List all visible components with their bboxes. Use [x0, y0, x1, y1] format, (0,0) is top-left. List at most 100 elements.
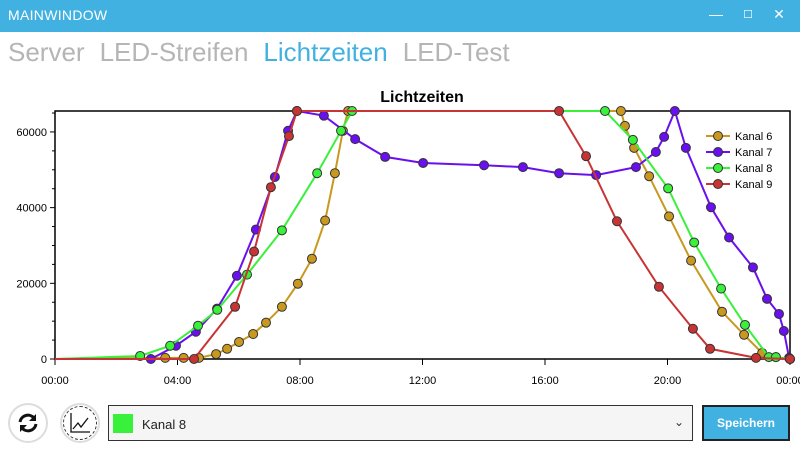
minimize-button[interactable]: — [709, 6, 723, 22]
data-point [160, 352, 171, 363]
legend-label: Kanal 6 [735, 131, 772, 143]
x-tick-label: 08:00 [286, 375, 314, 387]
data-point [265, 182, 276, 193]
plot-frame [54, 110, 791, 360]
series-kanal-9 [55, 106, 795, 364]
legend-marker [713, 163, 723, 173]
legend-marker [713, 131, 723, 141]
y-tick-label: 0 [41, 354, 47, 366]
data-point [630, 162, 641, 173]
data-point [659, 131, 670, 142]
series-line [54, 110, 791, 360]
data-point [615, 106, 626, 116]
data-point [189, 354, 200, 364]
window-title: MAINWINDOW [8, 7, 108, 23]
tab-bar: Server LED-Streifen Lichtzeiten LED-Test [8, 37, 510, 68]
data-point [231, 270, 242, 281]
data-point [770, 352, 781, 363]
data-point [724, 232, 735, 243]
tab-led-test[interactable]: LED-Test [402, 37, 510, 67]
data-point [283, 131, 294, 142]
x-tick-label: 16:00 [531, 375, 559, 387]
data-point [680, 142, 691, 153]
data-point [600, 106, 611, 116]
data-point [211, 349, 222, 360]
data-point [178, 352, 189, 363]
data-point [705, 202, 716, 213]
y-tick-label: 20000 [16, 278, 47, 290]
data-point [664, 211, 675, 222]
data-point [627, 134, 638, 145]
tab-lichtzeiten[interactable]: Lichtzeiten [263, 37, 388, 67]
data-point [222, 343, 233, 354]
y-tick-label: 40000 [16, 203, 47, 215]
data-point [212, 304, 223, 315]
x-tick-label: 12:00 [409, 375, 437, 387]
data-point [249, 246, 260, 257]
legend-marker [713, 179, 723, 189]
legend-label: Kanal 9 [735, 179, 772, 191]
data-point [669, 106, 680, 116]
chevron-down-icon: ⌄ [673, 415, 684, 429]
x-tick-label: 00:00 [41, 375, 69, 387]
series-line [54, 110, 791, 360]
save-button[interactable]: Speichern [702, 405, 790, 441]
data-point [312, 168, 323, 179]
data-point [418, 157, 429, 168]
data-point [234, 336, 245, 347]
data-point [644, 171, 655, 182]
data-point [291, 106, 302, 116]
refresh-icon [18, 413, 38, 433]
data-point [686, 255, 697, 266]
data-point [650, 147, 661, 158]
data-point [336, 125, 347, 136]
data-point [778, 325, 789, 336]
data-point [716, 283, 727, 294]
maximize-button[interactable]: ☐ [743, 9, 753, 21]
data-point [320, 215, 331, 226]
data-point [329, 168, 340, 179]
data-point [739, 329, 750, 340]
legend-marker [713, 147, 723, 157]
x-tick-label: 04:00 [164, 375, 192, 387]
data-point [581, 151, 592, 162]
channel-color-swatch [113, 414, 133, 433]
refresh-button[interactable] [8, 403, 48, 443]
legend-label: Kanal 8 [735, 163, 772, 175]
series-line [55, 110, 791, 360]
chart-icon [70, 413, 90, 433]
data-point [663, 183, 674, 194]
data-point [762, 293, 773, 304]
data-point [739, 319, 750, 330]
x-tick-label: 20:00 [654, 375, 682, 387]
data-point [292, 278, 303, 289]
legend-label: Kanal 7 [735, 147, 772, 159]
data-point [554, 168, 565, 179]
data-point [517, 162, 528, 173]
data-point [747, 262, 758, 273]
data-point [554, 106, 565, 116]
title-bar: MAINWINDOW — ☐ ✕ [0, 0, 800, 32]
chart-view-button[interactable] [60, 403, 100, 443]
data-point [479, 160, 490, 171]
data-point [380, 151, 391, 162]
close-button[interactable]: ✕ [773, 6, 785, 22]
data-point [653, 281, 664, 292]
data-point [785, 354, 795, 364]
channel-select[interactable]: Kanal 8 ⌄ [108, 405, 693, 441]
light-times-chart: Lichtzeiten 0 20000 40000 60000 00:00 04:00 08… [16, 89, 800, 387]
data-point [705, 343, 716, 354]
selected-channel: Kanal 8 [142, 417, 187, 432]
series-kanal-7 [55, 106, 795, 364]
y-tick-label: 60000 [16, 127, 47, 139]
data-point [318, 110, 329, 121]
tab-led-streifen[interactable]: LED-Streifen [99, 37, 249, 67]
data-point [773, 308, 784, 319]
tab-server[interactable]: Server [8, 37, 85, 67]
series-line [55, 108, 791, 360]
data-point [261, 317, 272, 328]
data-point [248, 329, 259, 340]
data-point [611, 216, 622, 227]
data-point [306, 253, 317, 264]
data-point [717, 306, 728, 317]
